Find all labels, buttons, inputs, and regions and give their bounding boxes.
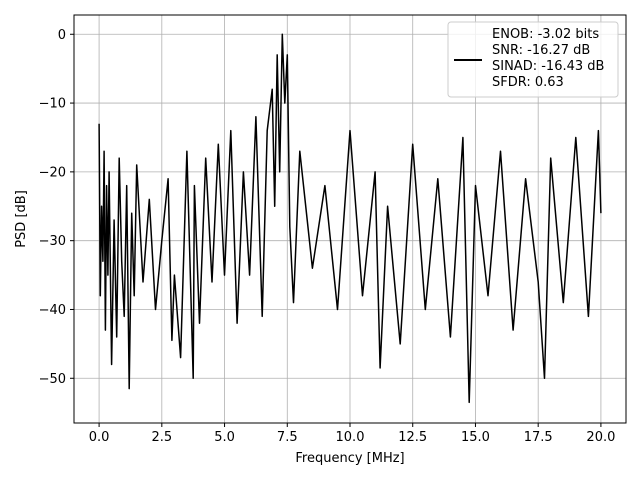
x-axis-label: Frequency [MHz] [295,451,404,466]
y-tick-label: −40 [39,303,66,318]
x-tick-label: 0.0 [89,430,110,445]
y-tick-label: −20 [39,165,66,180]
y-tick-label: −30 [39,234,66,249]
psd-series-line [98,33,602,404]
legend-entry-sfdr: SFDR: 0.63 [492,75,564,90]
x-tick-label: 15.0 [461,430,490,445]
legend-entry-snr: SNR: -16.27 dB [492,43,590,58]
line-layer [98,33,602,404]
y-axis-label: PSD [dB] [14,190,29,248]
y-tick-label: −10 [39,97,66,112]
x-tick-label: 20.0 [586,430,615,445]
legend-entry-sinad: SINAD: -16.43 dB [492,59,604,74]
legend-entry-enob: ENOB: -3.02 bits [492,27,599,42]
y-tick-label: −50 [39,372,66,387]
x-tick-label: 17.5 [524,430,553,445]
legend: ENOB: -3.02 bits SNR: -16.27 dB SINAD: -… [447,21,619,98]
x-tick-label: 10.0 [336,430,365,445]
x-tick-label: 12.5 [398,430,427,445]
x-tick-label: 7.5 [277,430,298,445]
tick-layer: 0.0 2.5 5.0 7.5 10.0 12.5 15.0 17.5 20.0 0 −10 −20 −… [39,28,616,445]
legend-box [447,21,619,98]
x-tick-label: 5.0 [214,430,235,445]
y-tick-label: 0 [58,28,66,43]
x-tick-label: 2.5 [151,430,172,445]
